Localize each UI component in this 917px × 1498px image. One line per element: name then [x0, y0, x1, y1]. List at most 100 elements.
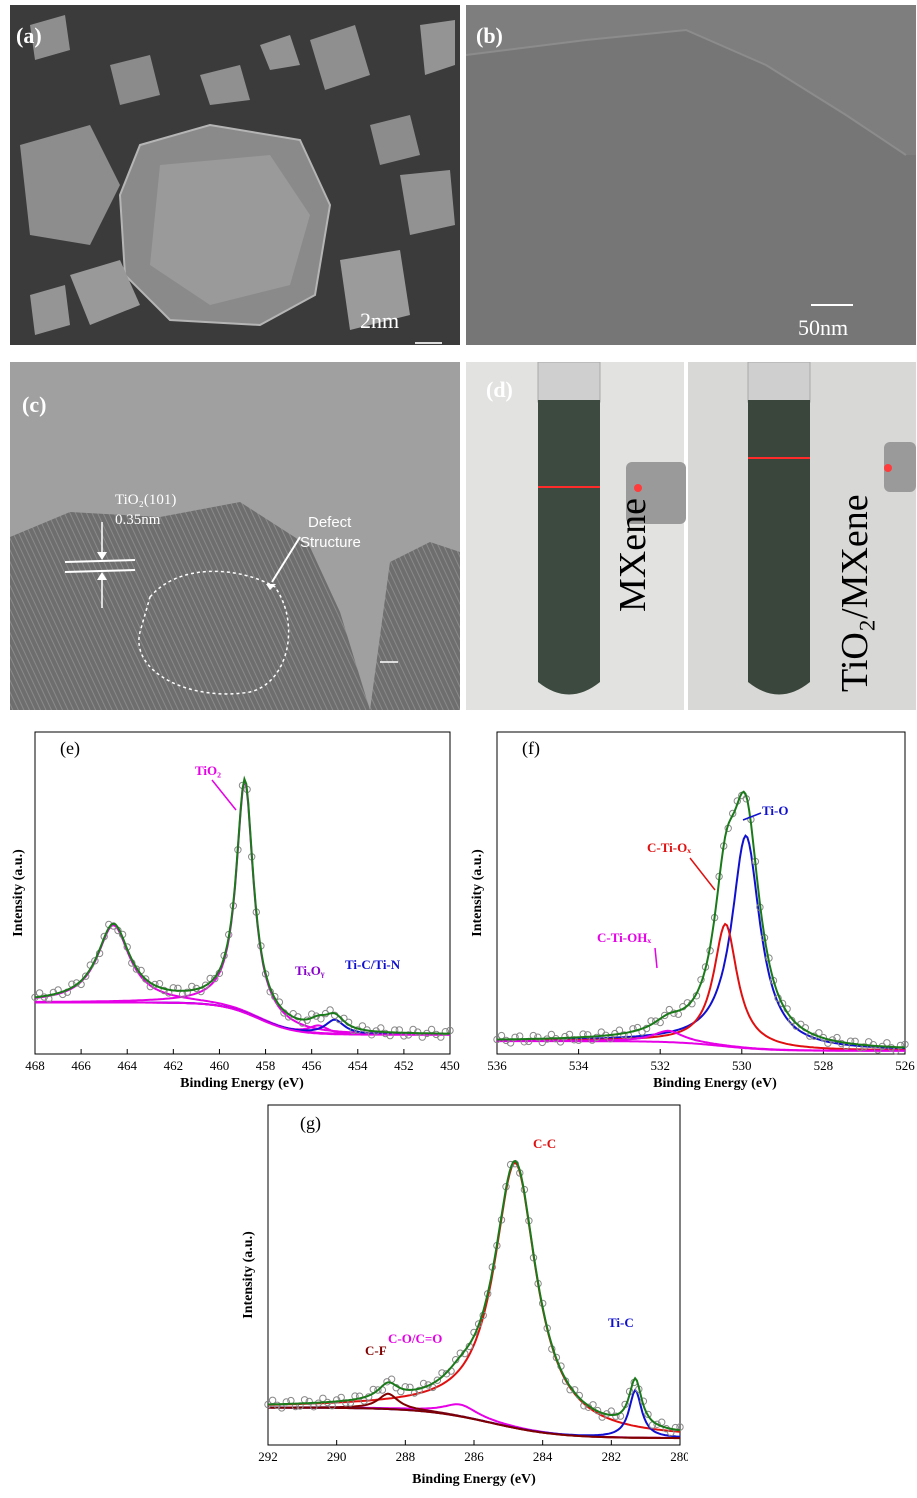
data-point — [374, 1386, 382, 1394]
data-point — [183, 988, 191, 996]
chart-e-label: (e) — [60, 738, 80, 759]
data-point — [778, 999, 787, 1008]
tio2-mxene-sample-label: TiO₂/MXene — [834, 494, 876, 692]
chart-e-annot-tio2: TiO₂ — [195, 763, 221, 778]
x-tick-label: 290 — [327, 1449, 347, 1464]
x-tick-label: 454 — [348, 1058, 368, 1073]
test-tube-photos — [466, 362, 916, 710]
x-tick-label: 460 — [210, 1058, 230, 1073]
x-tick-label: 280 — [670, 1449, 688, 1464]
tixoy-peak — [35, 1001, 450, 1036]
hrtem-lattice — [10, 362, 460, 710]
chart-g-xlabel: Binding Energy (eV) — [412, 1472, 536, 1487]
data-point — [644, 1410, 652, 1419]
chart-e-annot-tixoy: TiₓOᵧ — [295, 963, 325, 978]
x-tick-label: 526 — [895, 1058, 915, 1073]
panel-label-a: (a) — [16, 23, 42, 48]
c-ti-ox-peak — [497, 922, 905, 1051]
chart-g-label: (g) — [300, 1113, 321, 1134]
data-point — [433, 1376, 442, 1384]
sem-image-panel: (a) 2nm — [10, 5, 460, 345]
tem-image-panel: (b) 50nm — [466, 5, 916, 345]
x-tick-label: 462 — [164, 1058, 184, 1073]
chart-e-xlabel: Binding Energy (eV) — [180, 1076, 304, 1090]
xps-o1s-chart: (f) 536 534 532 530 528 526 Binding Energy (e… — [470, 731, 915, 1090]
x-tick-label: 452 — [394, 1058, 414, 1073]
xps-ti2p-chart: (e) 468 466 464 462 460 458 456 454 452 450 Bindi… — [11, 731, 460, 1090]
xps-c1s-chart: (g) 292 290 288 286 284 282 280 Binding Energy… — [241, 1104, 688, 1487]
x-tick-label: 464 — [117, 1058, 137, 1073]
tio2-3-2-peak — [35, 777, 450, 1036]
x-tick-label: 466 — [71, 1058, 91, 1073]
x-tick-label: 284 — [533, 1449, 553, 1464]
data-point — [511, 1033, 519, 1041]
data-point — [82, 972, 90, 980]
data-point — [865, 1038, 873, 1046]
x-tick-label: 532 — [650, 1058, 670, 1073]
defect-label-line1: Defect — [308, 514, 352, 531]
lattice-plane-label: TiO₂(101) — [115, 492, 177, 508]
data-point — [661, 1011, 669, 1020]
x-tick-label: 288 — [396, 1449, 416, 1464]
chart-g-annot-cf: C-F — [365, 1343, 387, 1358]
data-point — [414, 1028, 422, 1036]
data-point — [901, 1040, 909, 1049]
hrtem-image-panel: (c) TiO₂(101) 0.35nm Defect Structure — [10, 362, 460, 710]
x-tick-label: 292 — [258, 1449, 278, 1464]
data-point — [584, 1031, 592, 1039]
chart-f-label: (f) — [522, 738, 540, 759]
data-point — [377, 1024, 385, 1032]
chart-f-annot-ctiox: C-Ti-Oₓ — [647, 840, 691, 855]
chart-f-annot-ctiohx: C-Ti-OHₓ — [597, 930, 651, 945]
chart-g-annot-cc: C-C — [533, 1136, 556, 1151]
background-curve — [268, 1406, 680, 1440]
data-point — [211, 974, 219, 983]
scale-bar-label-a: 2nm — [360, 308, 400, 333]
x-tick-label: 456 — [302, 1058, 322, 1073]
x-tick-label: 450 — [440, 1058, 460, 1073]
fit-envelope — [497, 790, 906, 1049]
x-tick-label: 534 — [569, 1058, 589, 1073]
data-point — [201, 981, 210, 989]
chart-f-ylabel: Intensity (a.u.) — [470, 849, 485, 937]
background-curve — [497, 1040, 905, 1052]
data-point — [355, 1392, 364, 1400]
data-point — [534, 1033, 542, 1041]
scale-bar-label-b: 50nm — [798, 315, 849, 340]
defect-label-line2: Structure — [300, 534, 361, 551]
data-point — [415, 1386, 423, 1395]
tic-peak — [35, 1001, 450, 1036]
x-tick-label: 528 — [814, 1058, 834, 1073]
background-curve — [35, 1001, 450, 1036]
lattice-spacing-label: 0.35nm — [115, 512, 161, 528]
data-point — [653, 1420, 661, 1428]
chart-f-annot-tio: Ti-O — [762, 803, 789, 818]
data-point — [160, 986, 168, 995]
tyndall-photo-panel: (d) MXene TiO₂/MXene — [466, 362, 916, 710]
data-point — [305, 1397, 313, 1406]
chart-f-xlabel: Binding Energy (eV) — [653, 1076, 777, 1090]
data-point — [652, 1017, 660, 1025]
c-c-peak — [268, 1161, 681, 1433]
fit-envelope — [34, 775, 450, 1035]
data-point — [620, 1031, 628, 1039]
data-point — [671, 1423, 680, 1432]
sem-particles — [10, 5, 460, 345]
panel-label-b: (b) — [476, 23, 503, 48]
data-point — [381, 1029, 390, 1038]
data-point — [561, 1032, 569, 1041]
chart-g-annot-coc: C-O/C=O — [388, 1331, 442, 1346]
data-point — [142, 975, 150, 983]
data-point — [282, 1398, 290, 1406]
data-point — [612, 1412, 620, 1420]
chart-e-annot-tic: Ti-C/Ti-N — [345, 957, 401, 972]
tem-sheet — [466, 5, 916, 345]
data-point — [597, 1028, 606, 1036]
data-point — [91, 957, 99, 965]
tio2-1-2-peak — [34, 924, 450, 1036]
data-point — [441, 1028, 450, 1036]
data-point — [896, 1041, 905, 1050]
x-tick-label: 536 — [487, 1058, 507, 1073]
x-tick-label: 468 — [25, 1058, 45, 1073]
x-tick-label: 282 — [602, 1449, 622, 1464]
